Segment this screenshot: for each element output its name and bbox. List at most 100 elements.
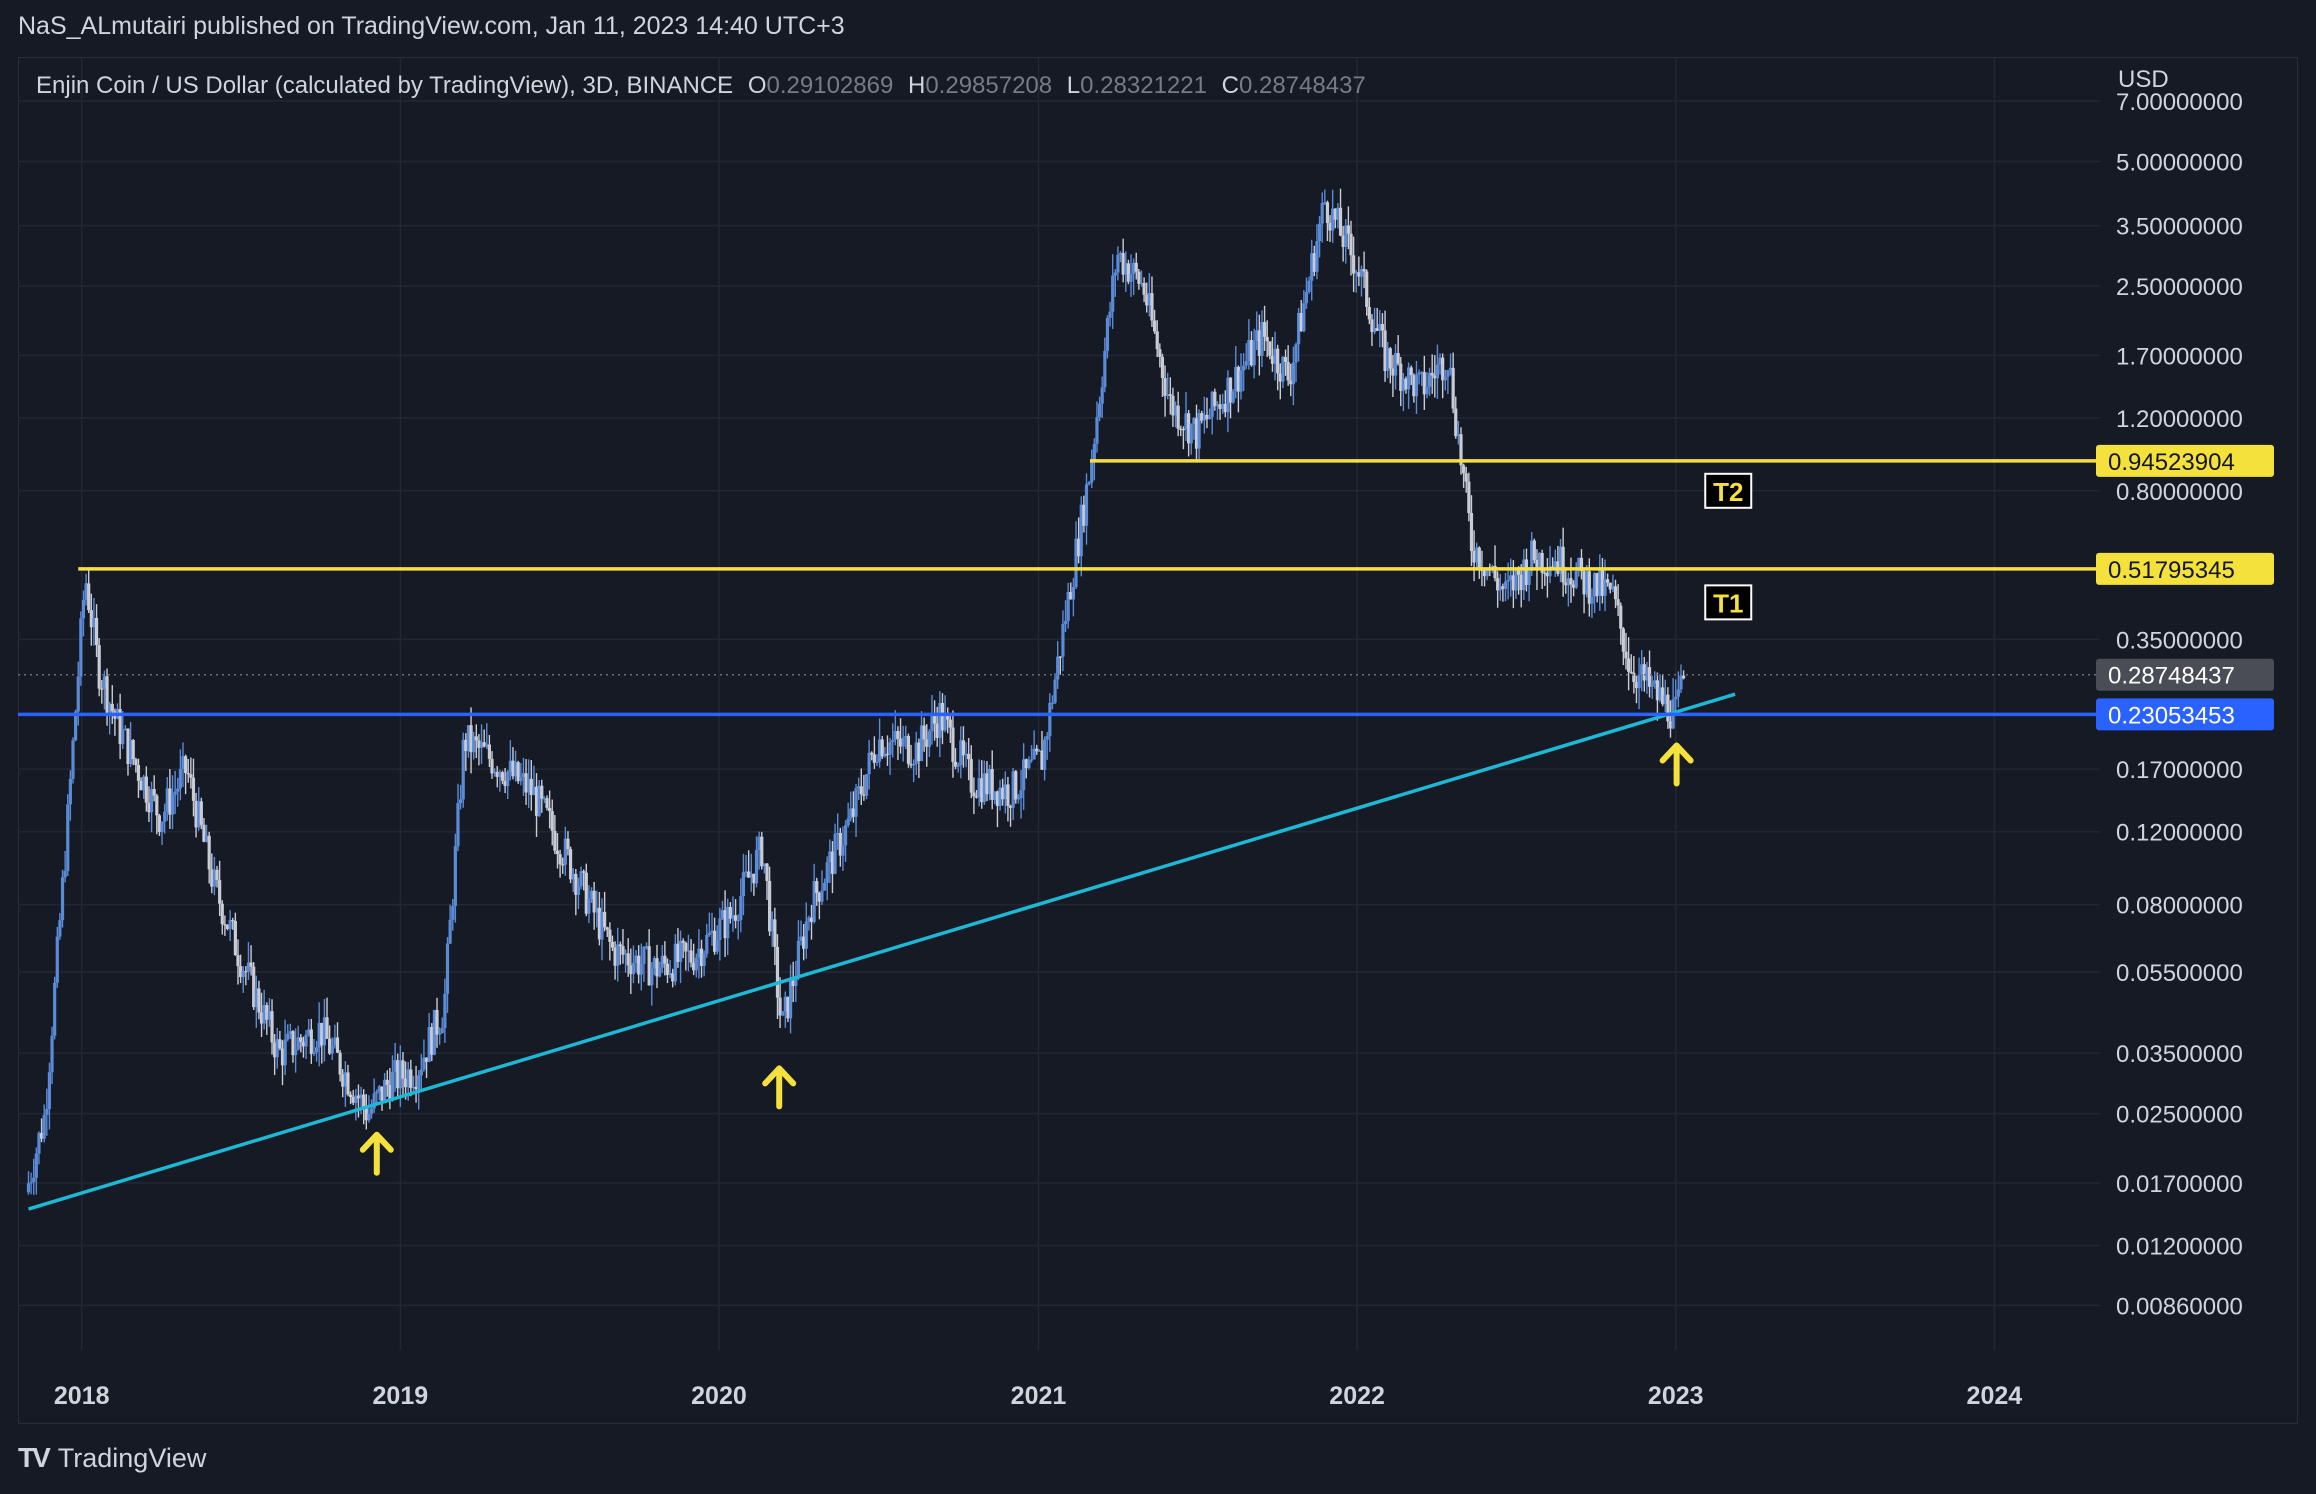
candle-body [1553, 561, 1557, 567]
candle-body [1613, 586, 1618, 600]
candle-body [1543, 572, 1547, 574]
candle-body [760, 836, 764, 867]
candle-body [131, 740, 135, 760]
candle-body [964, 753, 968, 756]
level-tag-t1: T1 [1713, 588, 1743, 618]
y-tick-label: 0.01200000 [2116, 1234, 2243, 1261]
candle-body [770, 919, 774, 932]
candle-body [736, 919, 740, 922]
candle-body [1446, 370, 1450, 377]
tradingview-brand[interactable]: TV TradingView [18, 1442, 206, 1474]
candle-body [511, 760, 515, 777]
candle-body [812, 881, 816, 923]
candle-body [951, 727, 955, 762]
candle-body [1441, 357, 1445, 381]
candle-body [1042, 739, 1047, 770]
candle-body [181, 756, 185, 770]
candle-body [495, 771, 499, 777]
candle-body [1137, 271, 1141, 284]
candle-body [993, 791, 997, 800]
candle-body [477, 740, 481, 748]
high-label: H [907, 72, 926, 99]
candle-body [723, 910, 727, 939]
candle-body [1572, 584, 1576, 588]
candle-body [1299, 312, 1303, 332]
candle-body [32, 1177, 36, 1183]
candle-body [1433, 375, 1437, 379]
candle-body [603, 911, 607, 928]
candle-body [288, 1031, 292, 1034]
candle-body [1511, 575, 1515, 591]
candle-body [728, 906, 732, 919]
candle-body [1268, 341, 1272, 356]
candle-body [1276, 348, 1280, 374]
candle-body [623, 953, 628, 955]
candle-body [1454, 408, 1458, 437]
candle-body [239, 966, 243, 978]
open-label: O [747, 72, 767, 99]
candle-body [836, 833, 840, 835]
candle-body [1333, 208, 1337, 220]
candle-body [118, 709, 122, 745]
publisher-line: NaS_ALmutairi published on TradingView.c… [18, 12, 845, 40]
x-tick-label: 2023 [1648, 1382, 1704, 1410]
candle-body [50, 1035, 54, 1073]
candle-body [1459, 434, 1463, 466]
candle-body [1527, 570, 1531, 585]
candle-body [715, 940, 719, 952]
candle-body [396, 1060, 400, 1089]
candle-body [1247, 340, 1251, 362]
candle-body [121, 729, 125, 745]
candle-body [210, 869, 214, 887]
y-tick-label: 7.00000000 [2116, 89, 2243, 116]
candle-body [1493, 565, 1497, 579]
candle-body [1530, 540, 1534, 571]
candle-body [273, 1042, 277, 1058]
candle-body [545, 798, 549, 808]
candle-body [1082, 504, 1086, 526]
candle-body [1215, 404, 1220, 407]
candle-body [1260, 322, 1264, 356]
candle-body [270, 1011, 274, 1043]
candle-body [927, 731, 931, 747]
candle-body [948, 719, 952, 728]
candle-body [974, 796, 979, 798]
candle-body [1194, 418, 1199, 449]
candle-body [726, 906, 730, 939]
candle-body [872, 754, 876, 763]
candle-body [1223, 403, 1227, 413]
candle-body [1132, 262, 1136, 274]
candle-body [846, 818, 850, 826]
candle-body [1372, 328, 1377, 332]
candle-body [524, 773, 528, 793]
candle-body [1448, 367, 1453, 371]
candle-body [516, 762, 520, 782]
candle-body [1142, 282, 1146, 295]
ascending-trendline[interactable] [27, 692, 1736, 1211]
candle-body [456, 803, 460, 847]
candle-body [579, 871, 583, 887]
x-tick-label: 2020 [691, 1382, 747, 1410]
candle-body [540, 785, 544, 799]
candle-body [1344, 225, 1348, 247]
candle-body [1231, 391, 1235, 403]
candle-body [1189, 424, 1193, 444]
candle-body [1252, 341, 1256, 366]
candle-body [500, 772, 505, 781]
candle-body [60, 877, 65, 921]
candle-body [34, 1153, 38, 1178]
candle-body [883, 753, 887, 757]
candle-body [401, 1060, 405, 1079]
candle-body [1213, 391, 1217, 407]
candle-body [610, 941, 615, 948]
candle-body [828, 851, 832, 863]
candle-body [550, 811, 554, 831]
candle-body [445, 943, 450, 994]
candle-body [377, 1086, 382, 1092]
candle-body [642, 946, 646, 964]
candle-body [639, 963, 643, 975]
candle-body [1420, 372, 1424, 374]
candle-body [71, 740, 75, 779]
candle-body [186, 773, 190, 775]
